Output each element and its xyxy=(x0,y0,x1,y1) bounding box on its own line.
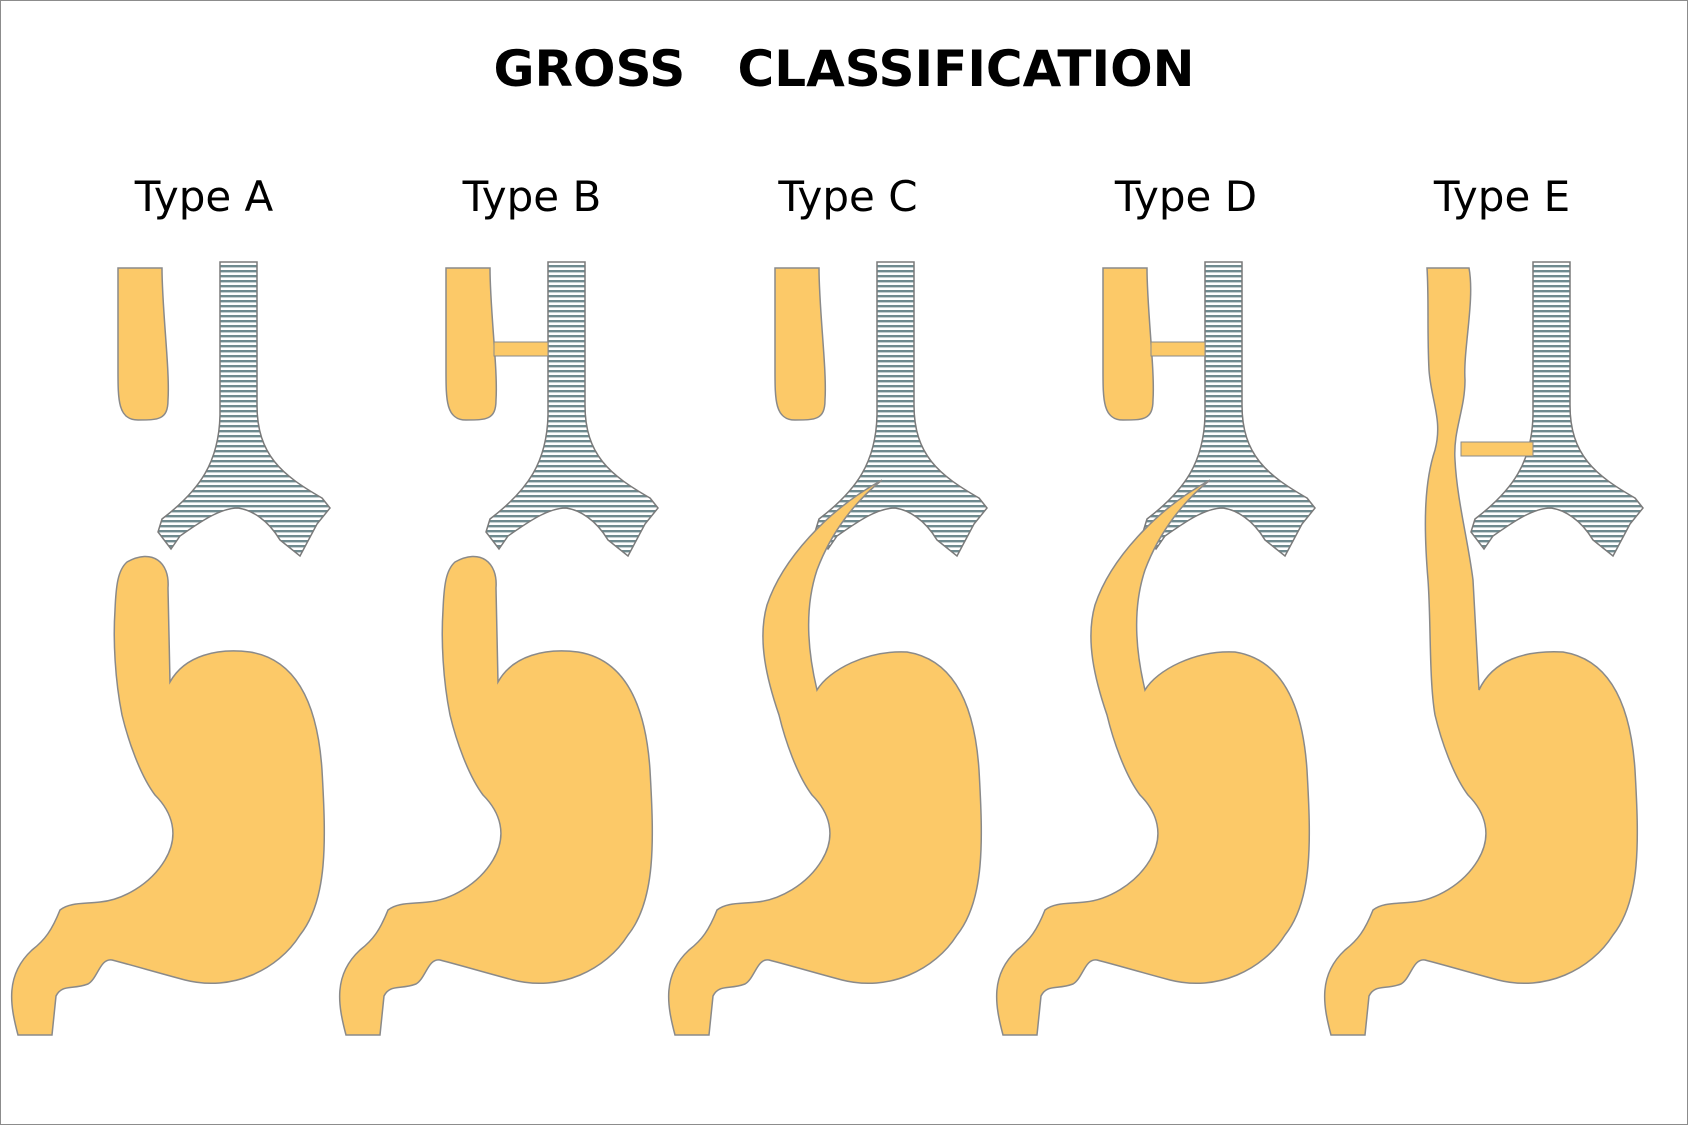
type-a-illustration xyxy=(10,261,331,1036)
upper-esophageal-pouch-b xyxy=(445,267,498,421)
continuous-esophagus-e xyxy=(1323,267,1639,1036)
type-b-illustration xyxy=(338,261,659,1036)
stomach-d xyxy=(995,479,1311,1036)
figure-title: GROSS CLASSIFICATION xyxy=(493,40,1195,98)
upper-esophageal-pouch-c xyxy=(774,267,827,421)
type-b-label: Type B xyxy=(462,172,602,221)
type-c-illustration xyxy=(667,261,988,1036)
type-c-label: Type C xyxy=(778,172,918,221)
fistula-d xyxy=(1150,341,1206,357)
type-e-label: Type E xyxy=(1433,172,1571,221)
trachea-a xyxy=(157,261,331,557)
upper-esophageal-pouch-d xyxy=(1102,267,1155,421)
type-a-label: Type A xyxy=(134,172,274,221)
type-d-label: Type D xyxy=(1114,172,1258,221)
type-d-illustration xyxy=(995,261,1316,1036)
upper-esophageal-pouch-a xyxy=(117,267,170,421)
fistula-b xyxy=(493,341,549,357)
stomach-c xyxy=(667,479,983,1036)
type-e-illustration xyxy=(1323,261,1644,1036)
stomach-a xyxy=(10,555,326,1036)
fistula-e xyxy=(1460,441,1534,457)
